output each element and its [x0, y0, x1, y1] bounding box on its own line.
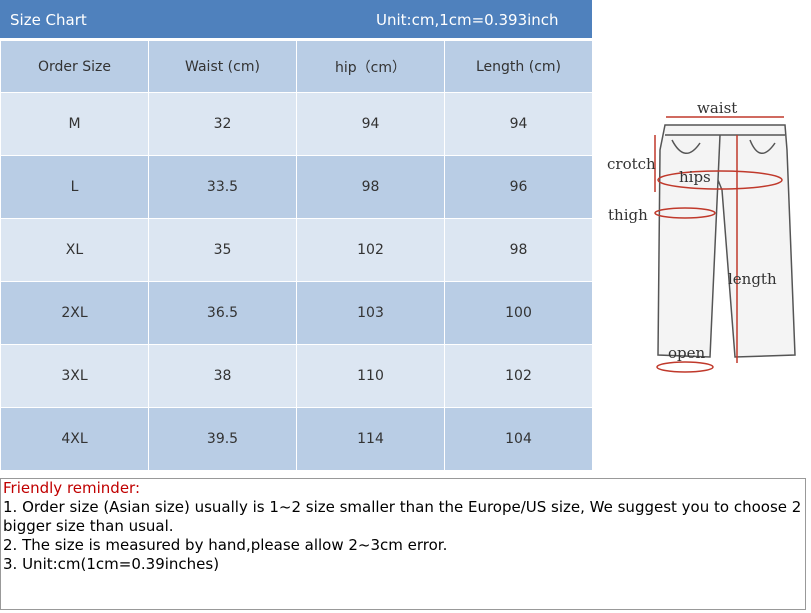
column-header: Length (cm) [444, 40, 593, 93]
table-cell: M [0, 92, 149, 156]
table-cell: 103 [296, 281, 445, 345]
table-row: 4XL 39.5 114 104 [0, 407, 593, 471]
table-cell: 96 [444, 155, 593, 219]
table-cell: 39.5 [148, 407, 297, 471]
column-header: hip（cm） [296, 40, 445, 93]
table-cell: 94 [444, 92, 593, 156]
column-header: Order Size [0, 40, 149, 93]
table-cell: 102 [296, 218, 445, 282]
table-cell: 35 [148, 218, 297, 282]
diagram-label: crotch [607, 155, 656, 173]
table-cell: 104 [444, 407, 593, 471]
table-cell: XL [0, 218, 149, 282]
diagram-label: waist [697, 99, 737, 117]
diagram-label: thigh [608, 206, 648, 224]
unit: Unit:cm,1cm=0.393inch [376, 11, 559, 29]
reminder: Friendly reminder: 1. Order size (Asian … [0, 478, 806, 610]
table-cell: 3XL [0, 344, 149, 408]
table-cell: 102 [444, 344, 593, 408]
table-cell: 94 [296, 92, 445, 156]
table-row: M 32 94 94 [0, 92, 593, 156]
table-row: L 33.5 98 96 [0, 155, 593, 219]
table-cell: 32 [148, 92, 297, 156]
table-cell: L [0, 155, 149, 219]
size-table: Order Size Waist (cm) hip（cm） Length (cm) M 3… [0, 40, 593, 471]
reminder-title: Friendly reminder: [3, 479, 140, 497]
diagram-label: open [668, 344, 706, 362]
pants-diagram: waist crotch hips thigh length open [607, 99, 796, 373]
table-cell: 98 [296, 155, 445, 219]
table-cell: 110 [296, 344, 445, 408]
header-bar: Size Chart Unit:cm,1cm=0.393inch [0, 0, 592, 38]
diagram-label: length [728, 270, 777, 288]
table-cell: 4XL [0, 407, 149, 471]
reminder-line: 1. Order size (Asian size) usually is 1~… [3, 498, 802, 535]
reminder-line: 2. The size is measured by hand,please a… [3, 536, 448, 554]
table-row: 3XL 38 110 102 [0, 344, 593, 408]
title: Size Chart [10, 11, 87, 29]
column-header: Waist (cm) [148, 40, 297, 93]
diagram-label: hips [679, 168, 711, 186]
table-cell: 100 [444, 281, 593, 345]
header-row: Order Size Waist (cm) hip（cm） Length (cm) [0, 40, 593, 93]
table-cell: 98 [444, 218, 593, 282]
table-row: 2XL 36.5 103 100 [0, 281, 593, 345]
table-cell: 2XL [0, 281, 149, 345]
table-cell: 114 [296, 407, 445, 471]
table-cell: 38 [148, 344, 297, 408]
table-cell: 36.5 [148, 281, 297, 345]
table-row: XL 35 102 98 [0, 218, 593, 282]
reminder-line: 3. Unit:cm(1cm=0.39inches) [3, 555, 220, 573]
table-cell: 33.5 [148, 155, 297, 219]
